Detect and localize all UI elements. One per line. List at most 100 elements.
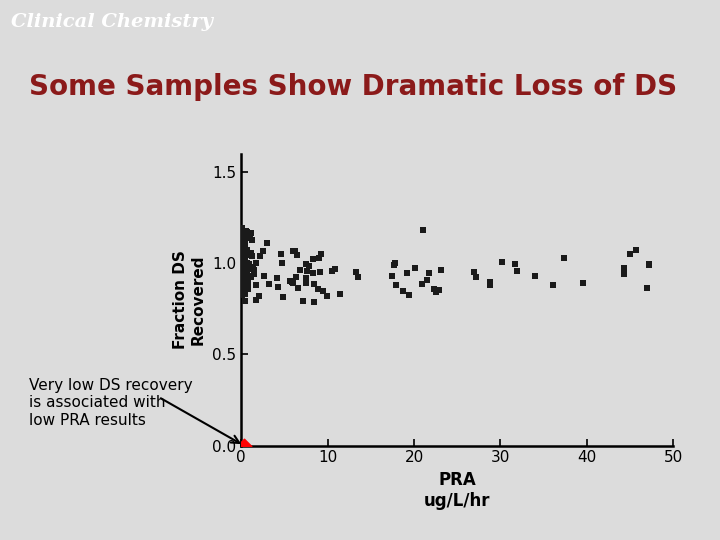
Point [236,228,248,237]
Point [275,249,287,258]
Point [248,269,260,278]
Point [238,285,249,293]
Point [485,280,496,289]
Point [241,259,253,267]
Point [248,266,260,274]
Point [239,290,251,299]
Point [496,258,508,267]
Point [238,271,249,280]
Point [289,246,301,255]
Point [238,268,249,277]
Point [236,228,248,237]
Point [287,279,299,287]
Point [236,224,248,233]
Point [238,259,249,267]
Point [236,246,248,254]
Point [236,256,248,265]
Point [241,245,253,254]
Point [244,273,256,281]
Point [236,261,248,269]
Point [404,291,415,299]
Point [258,272,269,280]
Point [238,288,250,296]
Point [428,285,440,293]
Point [240,273,252,281]
Point [547,281,559,289]
Point [312,285,324,293]
Point [246,273,257,281]
Point [254,252,266,260]
Point [241,263,253,272]
Point [577,279,589,287]
Point [240,227,251,235]
Point [630,246,642,255]
Point [321,292,333,301]
Point [237,264,248,273]
Point [237,276,248,285]
Point [236,282,248,291]
Point [238,235,249,244]
Point [250,296,261,305]
Point [389,259,400,267]
Point [618,264,629,273]
Point [512,267,523,275]
Point [642,284,653,292]
Point [300,279,312,287]
Point [350,268,361,276]
Point [236,260,248,268]
Point [433,286,444,294]
Point [236,256,248,265]
Point [307,269,319,278]
Point [263,280,274,288]
Point [243,251,255,260]
Point [238,263,249,272]
Point [417,226,428,235]
Point [431,286,443,294]
Point [643,260,654,269]
Point [236,254,248,262]
Point [236,268,248,276]
Point [243,260,254,268]
Point [242,285,253,293]
Point [292,251,303,259]
Point [239,255,251,264]
Point [238,227,249,236]
Point [240,233,252,242]
Point [297,297,309,306]
Point [236,234,248,243]
Point [238,258,250,266]
Point [236,240,248,249]
Point [430,287,441,296]
Point [237,227,248,235]
Point [261,239,272,247]
Point [559,253,570,262]
Point [307,255,319,264]
Point [246,228,257,237]
Point [236,286,248,295]
Point [242,268,253,277]
Point [238,278,250,286]
Point [421,275,433,284]
Point [238,441,250,450]
Point [433,285,444,294]
Point [237,284,248,293]
Point [326,266,338,275]
Point [290,272,302,281]
Point [236,259,248,267]
Point [241,227,253,236]
Point [245,248,256,257]
Point [308,298,320,307]
Point [239,237,251,245]
Point [251,281,262,289]
Point [237,252,248,260]
Point [303,261,315,270]
Point [239,243,251,252]
Point [236,260,248,269]
Point [236,251,248,260]
Point [236,256,248,265]
Point [240,267,252,276]
Point [470,273,482,281]
Point [271,282,283,291]
Point [239,277,251,286]
Point [236,276,248,285]
